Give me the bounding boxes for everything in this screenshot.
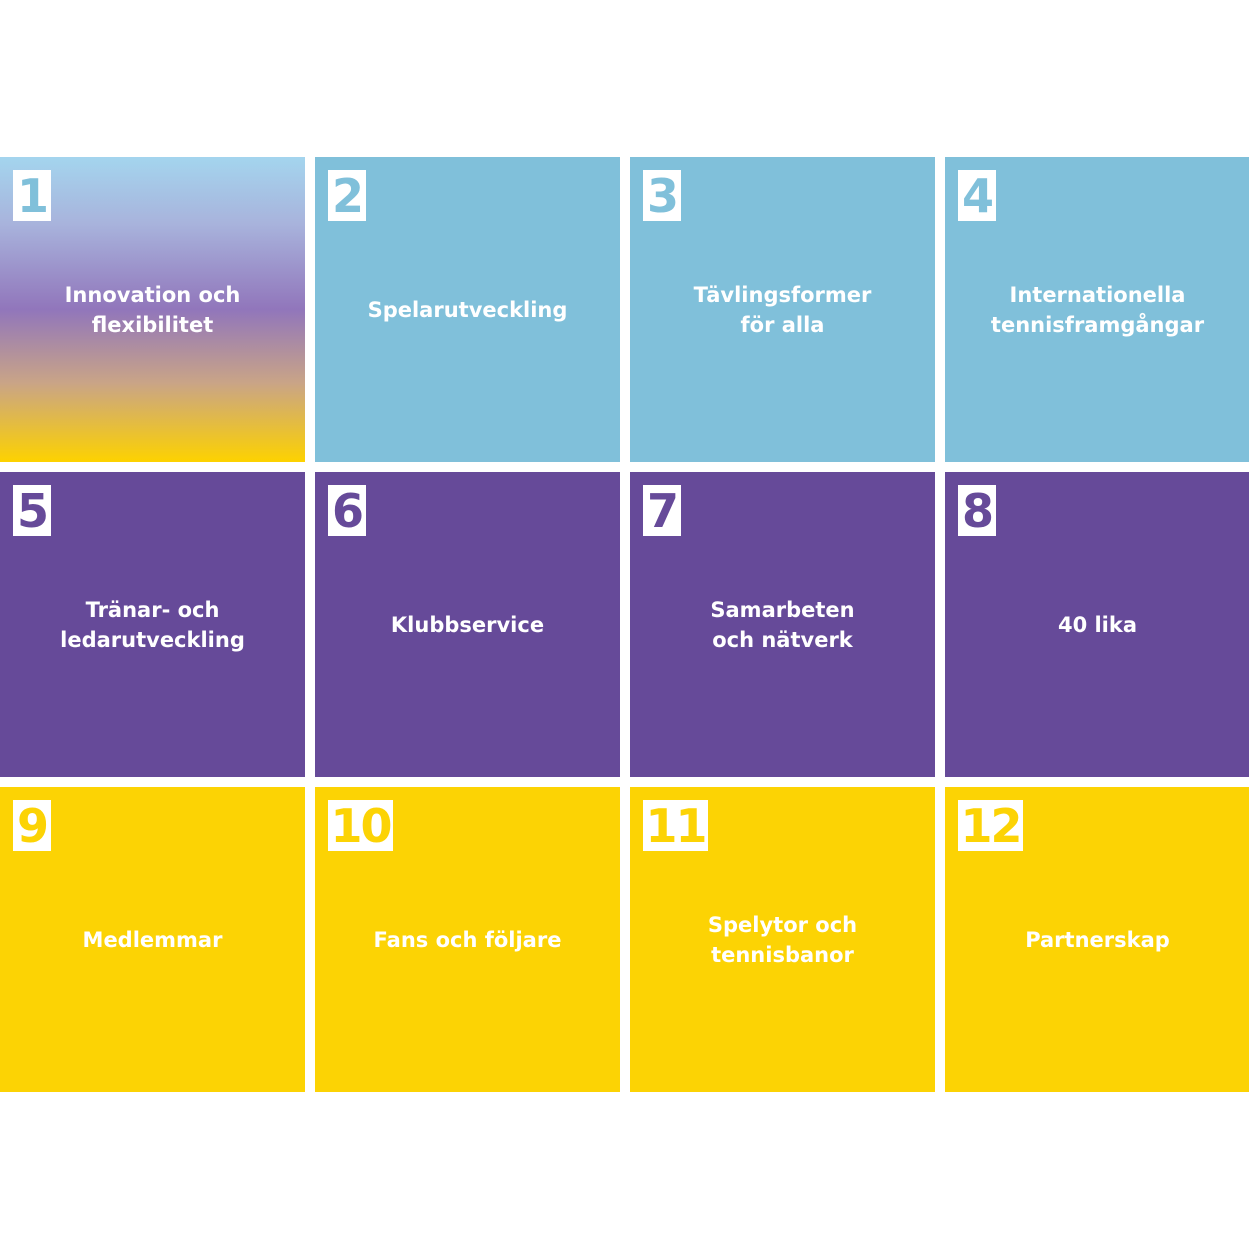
- tile-partnerskap[interactable]: 12 Partnerskap: [945, 787, 1249, 1092]
- tile-number: 1: [13, 170, 51, 221]
- tile-number: 3: [643, 170, 681, 221]
- tile-number: 7: [643, 485, 681, 536]
- tile-label: Medlemmar: [82, 927, 223, 952]
- tile-innovation[interactable]: 1 Innovation och flexibilitet: [0, 157, 305, 462]
- tile-fans[interactable]: 10 Fans och följare: [315, 787, 620, 1092]
- tile-medlemmar[interactable]: 9 Medlemmar: [0, 787, 305, 1092]
- tile-40-lika[interactable]: 8 40 lika: [945, 472, 1249, 777]
- tile-number: 4: [958, 170, 996, 221]
- tile-number: 5: [13, 485, 51, 536]
- tile-label: Tränar- och ledarutveckling: [60, 597, 245, 652]
- tile-samarbeten[interactable]: 7 Samarbeten och nätverk: [630, 472, 935, 777]
- tile-number: 9: [13, 800, 51, 851]
- tile-number: 2: [328, 170, 366, 221]
- tile-label: 40 lika: [1057, 612, 1138, 637]
- tile-label: Samarbeten och nätverk: [710, 597, 855, 652]
- tile-label: Partnerskap: [1025, 927, 1170, 952]
- tile-klubbservice[interactable]: 6 Klubbservice: [315, 472, 620, 777]
- tile-label: Fans och följare: [373, 927, 562, 952]
- tile-label: Spelytor och tennisbanor: [707, 912, 858, 967]
- tile-grid: 1 Innovation och flexibilitet 2 Spelarut…: [0, 157, 1249, 1092]
- tile-spelytor[interactable]: 11 Spelytor och tennisbanor: [630, 787, 935, 1092]
- tile-label: Spelarutveckling: [367, 297, 568, 322]
- tile-label: Klubbservice: [390, 612, 545, 637]
- tile-number: 8: [958, 485, 996, 536]
- tile-label: Innovation och flexibilitet: [64, 282, 241, 337]
- tile-number: 12: [958, 800, 1023, 851]
- tile-internationella[interactable]: 4 Internationella tennisframgångar: [945, 157, 1249, 462]
- tile-number: 10: [328, 800, 393, 851]
- tile-label: Tävlingsformer för alla: [693, 282, 872, 337]
- tile-tavlingsformer[interactable]: 3 Tävlingsformer för alla: [630, 157, 935, 462]
- tile-tranar[interactable]: 5 Tränar- och ledarutveckling: [0, 472, 305, 777]
- tile-spelarutveckling[interactable]: 2 Spelarutveckling: [315, 157, 620, 462]
- tile-number: 6: [328, 485, 366, 536]
- tile-number: 11: [643, 800, 708, 851]
- tile-label: Internationella tennisframgångar: [990, 282, 1205, 337]
